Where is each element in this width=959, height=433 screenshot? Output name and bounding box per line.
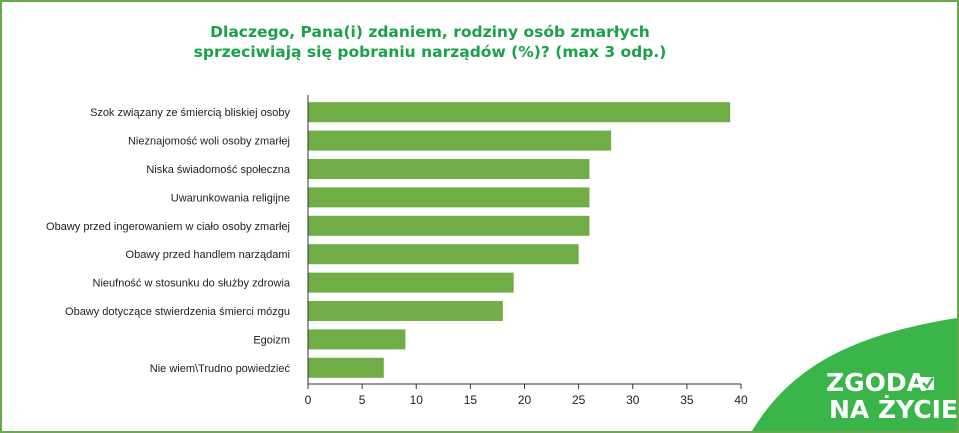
category-label: Nieufność w stosunku do służby zdrowia [93,278,291,290]
bar [308,159,590,179]
bar [308,244,579,265]
logo-green-hill [752,318,957,431]
bar [308,272,514,293]
bar [308,357,384,378]
logo-line-1: ZGODA [826,368,927,397]
x-tick-label: 10 [410,393,424,407]
category-label: Nieznajomość woli osoby zmarłej [128,136,290,148]
zgoda-na-zycie-logo: ZGODA NA ŻYCIE [752,318,958,431]
x-tick-label: 5 [359,393,366,407]
category-label: Obawy przed handlem narządami [126,249,290,261]
logo-check-icon [922,377,935,389]
x-tick-label: 40 [734,393,748,407]
category-label: Egoizm [253,334,290,346]
bar [308,187,590,208]
category-label: Szok związany ze śmiercią bliskiej osoby [90,107,290,119]
bar [308,102,731,123]
bar [308,329,406,350]
x-tick-label: 15 [464,393,478,407]
logo-line-2: NA ŻYCIE [829,395,958,424]
category-label: Niska świadomość społeczna [146,164,291,176]
x-tick-label: 0 [305,393,312,407]
category-label: Obawy dotyczące stwierdzenia śmierci móz… [65,306,290,318]
chart-title-line-2: sprzeciwiają się pobraniu narządów (%)? … [193,43,667,61]
x-tick-label: 25 [572,393,586,407]
plot-area: Szok związany ze śmiercią bliskiej osoby… [46,95,748,407]
x-tick-label: 20 [518,393,532,407]
x-tick-label: 30 [626,393,640,407]
category-label: Obawy przed ingerowaniem w ciało osoby z… [46,221,290,233]
chart-title: Dlaczego, Pana(i) zdaniem, rodziny osób … [150,22,710,62]
category-label: Uwarunkowania religijne [171,192,290,204]
category-label: Nie wiem\Trudno powiedzieć [150,363,291,375]
bar [308,301,503,321]
x-tick-label: 35 [680,393,694,407]
bar [308,215,590,236]
chart-title-line-1: Dlaczego, Pana(i) zdaniem, rodziny osób … [210,23,650,41]
bar [308,130,612,151]
